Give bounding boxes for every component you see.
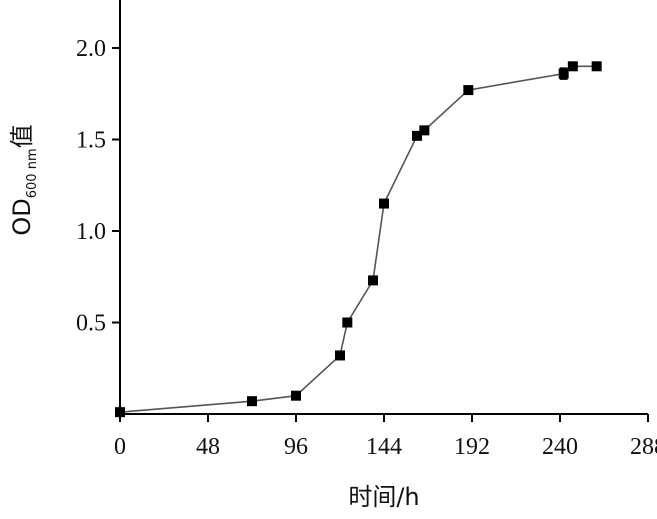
y-axis-title-subscript: 600 nm [25, 148, 40, 198]
y-axis: 0.5 1.0 1.5 2.0 [76, 0, 121, 414]
y-tick-label: 1.0 [76, 219, 106, 245]
x-ticks: 0 48 96 144 192 240 288 [114, 414, 657, 460]
data-point [567, 61, 578, 72]
x-tick-label: 192 [454, 434, 490, 460]
y-tick-label: 1.5 [76, 128, 106, 154]
series-group [115, 61, 602, 418]
data-point [247, 396, 257, 407]
y-tick-label: 2.0 [76, 36, 106, 62]
data-point [335, 350, 345, 361]
x-axis: 0 48 96 144 192 240 288 [114, 413, 657, 460]
x-tick-label: 96 [284, 434, 308, 460]
x-axis-title: 时间/h [348, 483, 419, 511]
x-tick-label: 240 [542, 434, 578, 460]
data-point [463, 85, 474, 96]
y-axis-title-main: OD [8, 198, 36, 235]
x-tick-label: 288 [630, 434, 657, 460]
x-tick-label: 0 [114, 434, 126, 460]
y-tick-label: 0.5 [76, 311, 106, 337]
data-point [412, 130, 422, 141]
data-point [115, 407, 125, 418]
data-point [368, 275, 378, 286]
x-tick-label: 144 [366, 434, 402, 460]
data-point [558, 68, 569, 79]
y-ticks: 0.5 1.0 1.5 2.0 [76, 36, 120, 337]
data-point [342, 317, 353, 328]
y-axis-title-suffix: 值 [8, 124, 36, 148]
data-point [591, 61, 602, 72]
data-point [291, 390, 301, 401]
data-point [419, 125, 430, 136]
series-line [119, 65, 597, 413]
x-tick-label: 48 [196, 434, 220, 460]
data-point [379, 198, 389, 209]
y-axis-title: OD600 nm值 [8, 124, 40, 235]
